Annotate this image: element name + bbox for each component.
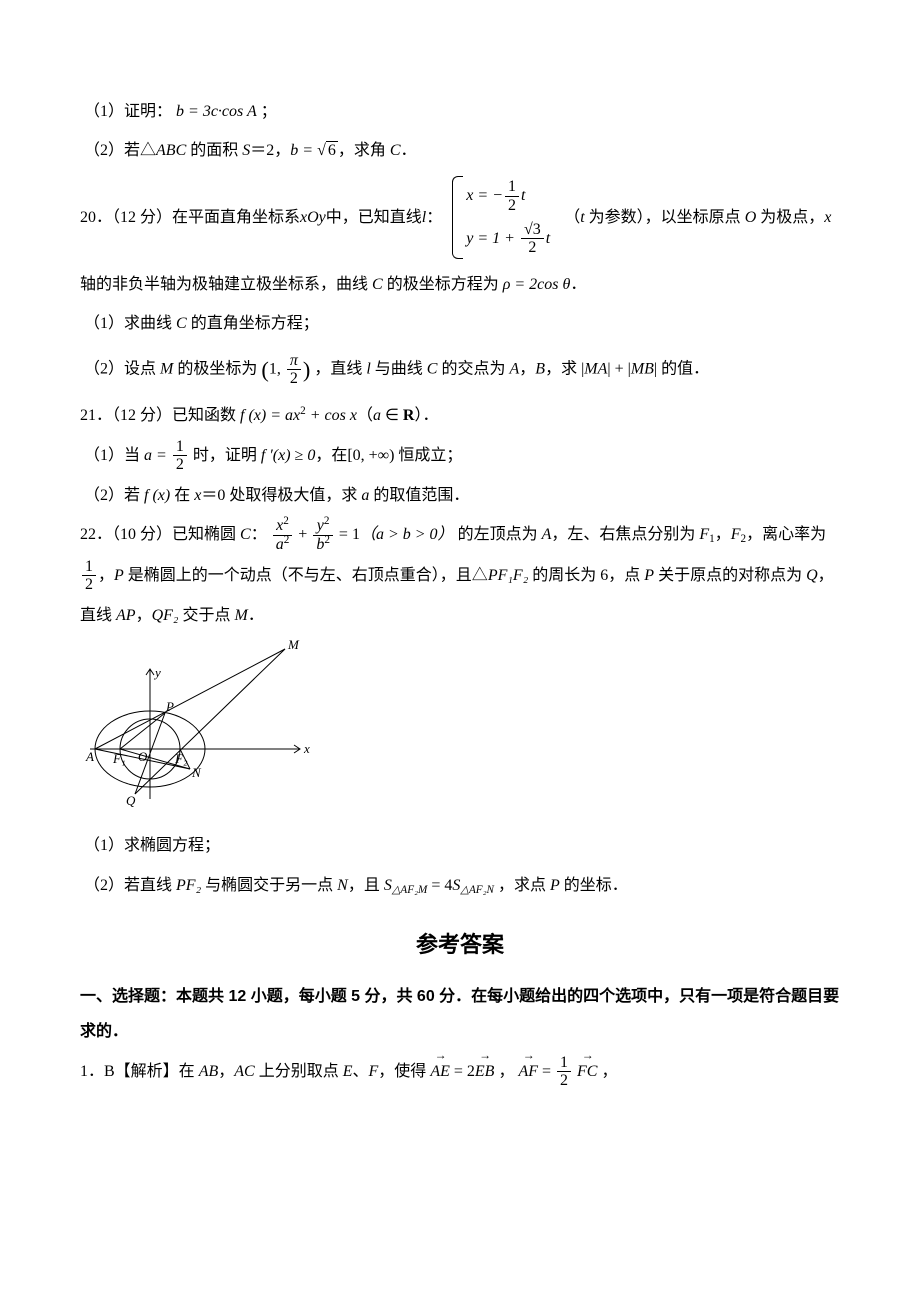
polar-coord: ( [261,357,268,382]
q21-p2: （2）若 f (x) 在 x＝0 处取得极大值，求 a 的取值范围． [80,478,840,513]
q20-p1: （1）求曲线 C 的直角坐标方程； [80,306,840,341]
q20-head-a: 20．（12 分）在平面直角坐标系 [80,200,300,235]
q22-head: 22．（10 分）已知椭圆 C： x2a2 + y2b2 = 1（a > b >… [80,517,840,553]
q19-p2-a: （2）若△ [84,142,156,159]
frac-rt3-2: √32 [521,221,544,257]
vec-FC: FC [577,1054,597,1089]
label-P: P [165,699,174,714]
frac-half-1: 12 [505,178,519,214]
sys-x-a: x = − [466,187,503,204]
ans-1: 1．B【解析】在 AB，AC 上分别取点 E、F，使得 AE = 2EB ， A… [80,1054,840,1090]
q22-line3: 直线 AP，QF₂ 交于点 M． [80,598,840,633]
q20-p2: （2）设点 M 的极坐标为 (1, π2) ，直线 l 与曲线 C 的交点为 A… [80,345,840,394]
q22-p2: （2）若直线 PF₂ 与椭圆交于另一点 N，且 S△AF₂M = 4S△AF₂N… [80,868,840,903]
sys-y-a: y = 1 + [466,229,519,246]
section-head: 一、选择题：本题共 12 小题，每小题 5 分，共 60 分．在每小题给出的四个… [80,979,840,1049]
q19-p2-b: 的面积 [186,142,242,159]
q19-p2-c: ＝2， [250,142,290,159]
label-N: N [191,765,202,780]
q20-xoy: xOy [300,200,326,235]
abs-ma: |MA| [581,360,611,377]
q22-line2: 12，P 是椭圆上的一个动点（不与左、右顶点重合），且△PF₁F₂ 的周长为 6… [80,558,840,594]
q19-p1-label: （1）证明： [84,103,172,120]
q19-p1-end: ； [261,103,277,120]
q19-abc: ABC [156,142,186,159]
q19-p1-math: b = 3c·cos A [176,103,257,120]
frac-pi-2: π2 [287,352,301,388]
sqrt-6: √6 [317,133,338,168]
label-y: y [153,665,161,680]
label-F1: F₁ [112,751,125,766]
q20-head: 20．（12 分）在平面直角坐标系 xOy 中，已知直线 l： x = −12t… [80,172,840,262]
q19-p2-d: ，求角 [338,142,390,159]
q19-p2-e: ． [401,142,417,159]
frac-x2a2: x2a2 [273,517,293,553]
ellipse-diagram-svg: M y P A F₁ O F₂ x N Q [80,639,320,809]
q22-p1: （1）求椭圆方程； [80,828,840,863]
q22-diagram: M y P A F₁ O F₂ x N Q [80,639,840,822]
label-M: M [287,639,300,652]
frac-y2b2: y2b2 [313,517,333,553]
q20-colon: ： [426,200,442,235]
q21-p1: （1）当 a = 12 时，证明 f ′(x) ≥ 0，在[0, +∞) 恒成立… [80,438,840,474]
label-x: x [303,741,310,756]
q20-tail: （t 为参数），以坐标原点 O 为极点，x [564,200,831,235]
sys-y-t: t [546,229,550,246]
abs-mb: |MB| [628,360,658,377]
rho-eq: ρ = 2cos θ [503,276,571,293]
frac-half-2: 12 [173,438,187,474]
sys-x-t: t [521,187,525,204]
page: （1）证明： b = 3c·cos A ； （2）若△ABC 的面积 S＝2，b… [0,0,920,1154]
label-A: A [85,749,94,764]
answers-title: 参考答案 [80,921,840,969]
q19-C: C [390,142,401,159]
frac-half-3: 12 [82,558,96,594]
vec-AE: AE [430,1054,450,1089]
frac-half-4: 12 [557,1054,571,1090]
S-AF2M: S [384,877,392,894]
label-Q: Q [126,793,136,808]
q19-part1: （1）证明： b = 3c·cos A ； [80,94,840,129]
label-F2: F₂ [174,751,188,766]
q21-head: 21．（12 分）已知函数 f (x) = ax2 + cos x（a ∈ R）… [80,398,840,433]
q19-part2: （2）若△ABC 的面积 S＝2，b = √6，求角 C． [80,133,840,168]
label-O: O [138,749,148,764]
vec-AF: AF [518,1054,538,1089]
vec-EB: EB [475,1054,495,1089]
q19-beq: b = [290,142,317,159]
q20-line2: 轴的非负半轴为极轴建立极坐标系，曲线 C 的极坐标方程为 ρ = 2cos θ． [80,267,840,302]
q20-head-b: 中，已知直线 [326,200,422,235]
q20-system: x = −12t y = 1 + √32t [448,172,550,262]
